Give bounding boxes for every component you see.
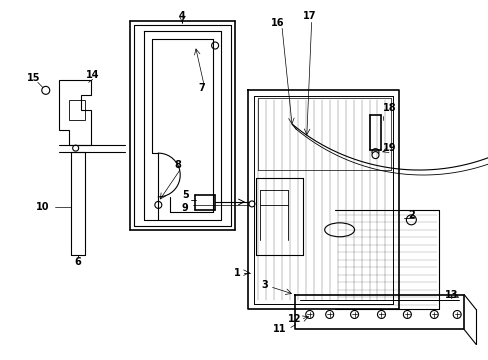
- Text: 16: 16: [270, 18, 284, 28]
- Circle shape: [305, 310, 313, 319]
- Bar: [68, 100, 84, 120]
- Text: 4: 4: [179, 11, 185, 21]
- Circle shape: [41, 86, 50, 94]
- Circle shape: [350, 310, 358, 319]
- Text: 7: 7: [199, 84, 205, 93]
- Text: 5: 5: [182, 190, 188, 200]
- Circle shape: [325, 310, 333, 319]
- Circle shape: [377, 310, 385, 319]
- Circle shape: [429, 310, 437, 319]
- Circle shape: [406, 215, 415, 225]
- Text: 8: 8: [175, 160, 182, 170]
- Text: 15: 15: [27, 73, 41, 84]
- Text: 1: 1: [233, 267, 240, 278]
- Text: 18: 18: [382, 103, 395, 113]
- Text: 17: 17: [303, 11, 316, 21]
- Circle shape: [248, 201, 254, 207]
- Text: 9: 9: [182, 203, 188, 213]
- Text: 10: 10: [36, 202, 49, 212]
- Text: 6: 6: [74, 257, 81, 267]
- Circle shape: [403, 310, 410, 319]
- Text: 2: 2: [407, 210, 414, 220]
- Circle shape: [452, 310, 460, 319]
- Circle shape: [155, 201, 162, 208]
- Text: 14: 14: [86, 71, 99, 80]
- Text: 3: 3: [261, 280, 268, 289]
- Circle shape: [73, 145, 79, 151]
- Text: 13: 13: [444, 289, 457, 300]
- Circle shape: [211, 42, 218, 49]
- Circle shape: [371, 152, 378, 159]
- Circle shape: [371, 149, 378, 156]
- Text: 19: 19: [382, 143, 395, 153]
- Text: 11: 11: [273, 324, 286, 334]
- Text: 12: 12: [287, 314, 301, 324]
